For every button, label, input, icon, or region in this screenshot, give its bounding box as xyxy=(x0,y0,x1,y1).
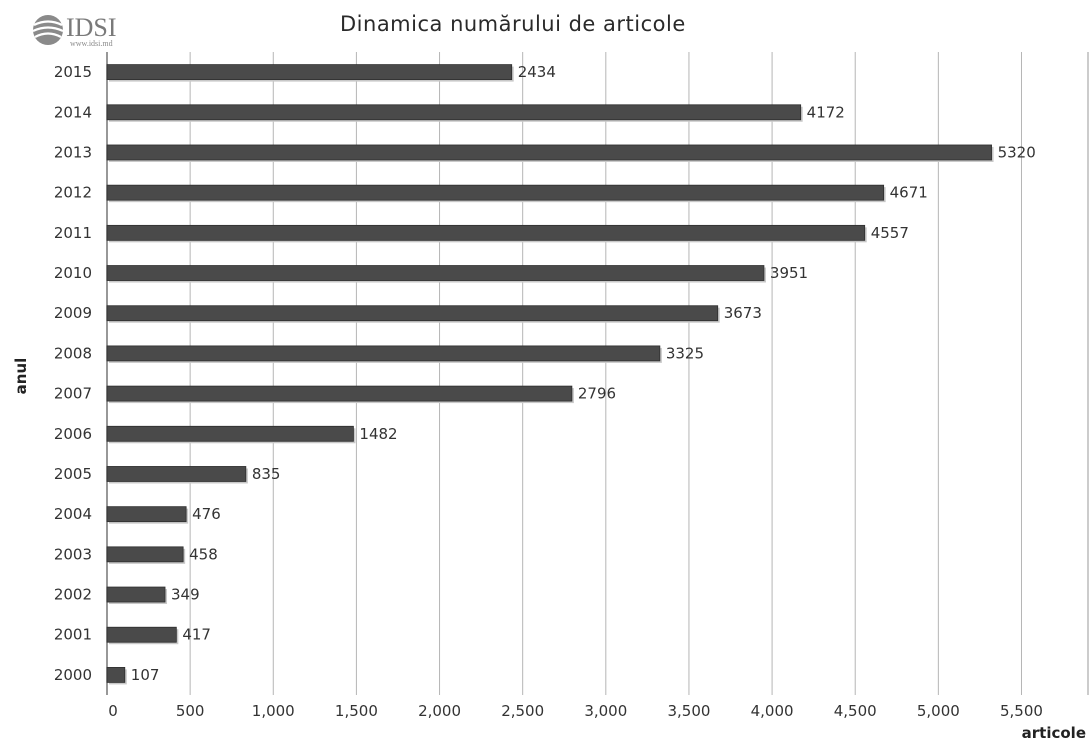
value-label-2014: 4172 xyxy=(807,103,845,121)
bar-2013 xyxy=(106,144,992,161)
x-tick-label-2500: 2,500 xyxy=(501,702,544,720)
idsi-logo: IDSI www.idsi.md xyxy=(32,13,117,48)
bar-2014 xyxy=(106,104,802,121)
x-tick-label-3000: 3,000 xyxy=(584,702,627,720)
x-tick-label-5000: 5,000 xyxy=(917,702,960,720)
y-tick-label-2007: 2007 xyxy=(54,385,92,403)
y-tick-label-2010: 2010 xyxy=(54,264,92,282)
bar-2003 xyxy=(106,546,184,563)
y-tick-label-2009: 2009 xyxy=(54,304,92,322)
value-label-2009: 3673 xyxy=(724,304,762,322)
logo-url: www.idsi.md xyxy=(70,39,113,48)
bar-2015 xyxy=(106,64,513,80)
x-tick-label-2000: 2,000 xyxy=(418,702,461,720)
y-tick-label-2012: 2012 xyxy=(54,184,92,202)
value-label-2006: 1482 xyxy=(359,425,397,443)
value-label-2007: 2796 xyxy=(578,385,616,403)
y-tick-label-2014: 2014 xyxy=(54,103,92,121)
x-tick-label-4500: 4,500 xyxy=(834,702,877,720)
value-label-2010: 3951 xyxy=(770,264,808,282)
bar-2006 xyxy=(106,425,354,442)
chart-title: Dinamica numărului de articole xyxy=(340,12,686,36)
bar-2007 xyxy=(106,385,573,402)
y-tick-label-2002: 2002 xyxy=(54,586,92,604)
x-tick-label-1500: 1,500 xyxy=(335,702,378,720)
value-label-2008: 3325 xyxy=(666,344,704,362)
bar-2004 xyxy=(106,506,187,523)
y-tick-label-2006: 2006 xyxy=(54,425,92,443)
x-tick-label-4000: 4,000 xyxy=(751,702,794,720)
value-label-2011: 4557 xyxy=(871,224,909,242)
x-tick-label-1000: 1,000 xyxy=(252,702,295,720)
bar-2001 xyxy=(106,626,177,643)
value-label-2005: 835 xyxy=(252,465,281,483)
value-label-2004: 476 xyxy=(192,505,221,523)
x-tick-label-500: 500 xyxy=(176,702,205,720)
value-label-2003: 458 xyxy=(189,545,218,563)
bar-2009 xyxy=(106,305,719,322)
logo-text: IDSI xyxy=(66,13,117,42)
y-tick-label-2013: 2013 xyxy=(54,143,92,161)
value-label-2001: 417 xyxy=(182,626,211,644)
y-tick-label-2011: 2011 xyxy=(54,224,92,242)
value-label-2013: 5320 xyxy=(998,143,1036,161)
bar-2011 xyxy=(106,224,866,241)
y-tick-label-2005: 2005 xyxy=(54,465,92,483)
y-tick-label-2000: 2000 xyxy=(54,666,92,684)
x-tick-label-0: 0 xyxy=(108,702,118,720)
bar-2010 xyxy=(106,265,765,281)
globe-icon xyxy=(32,15,64,45)
y-tick-label-2003: 2003 xyxy=(54,545,92,563)
y-tick-label-2015: 2015 xyxy=(54,63,92,81)
bar-2002 xyxy=(106,586,166,603)
x-tick-label-3500: 3,500 xyxy=(667,702,710,720)
y-tick-label-2008: 2008 xyxy=(54,344,92,362)
bar-2008 xyxy=(106,345,661,362)
value-label-2012: 4671 xyxy=(890,184,928,202)
bar-2012 xyxy=(106,184,885,201)
x-axis-title: articole xyxy=(1022,724,1086,740)
value-label-2002: 349 xyxy=(171,586,200,604)
y-tick-label-2004: 2004 xyxy=(54,505,92,523)
bar-2000 xyxy=(106,667,126,683)
y-tick-label-2001: 2001 xyxy=(54,626,92,644)
y-axis-title: anul xyxy=(12,358,30,395)
value-label-2015: 2434 xyxy=(518,63,556,81)
x-tick-label-5500: 5,500 xyxy=(1000,702,1043,720)
value-label-2000: 107 xyxy=(131,666,160,684)
bar-2005 xyxy=(106,466,247,482)
